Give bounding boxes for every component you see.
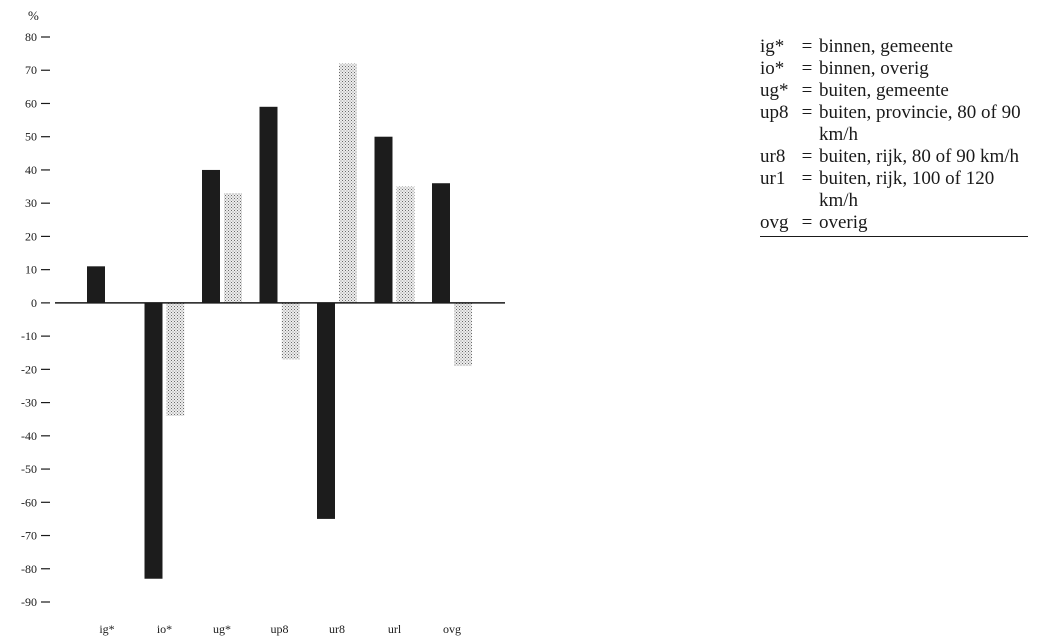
bar-stippled bbox=[454, 302, 472, 367]
y-tick-label: -50 bbox=[21, 462, 37, 476]
legend-equals: = bbox=[801, 146, 813, 167]
legend-code: ur1 bbox=[760, 168, 786, 189]
x-category-label: up8 bbox=[271, 622, 289, 636]
legend-equals: = bbox=[801, 36, 813, 57]
legend-item: ur8 = buiten, rijk, 80 of 90 km/h bbox=[760, 146, 1028, 168]
bar-dark bbox=[374, 136, 393, 303]
x-category-label: url bbox=[388, 622, 402, 636]
y-tick-label: -40 bbox=[21, 429, 37, 443]
legend-description: binnen, overig bbox=[819, 58, 929, 79]
legend-code: up8 bbox=[760, 102, 789, 123]
y-axis-unit-label: % bbox=[28, 8, 39, 23]
legend-code: ur8 bbox=[760, 146, 786, 167]
y-tick-label: 60 bbox=[25, 96, 37, 110]
bar-stippled bbox=[224, 193, 242, 303]
bar-stippled bbox=[166, 302, 185, 416]
y-axis: 80 70 60 50 40 30 20 10 0 -10 -20 -30 -40 -50 -60 -70 -8… bbox=[21, 30, 50, 609]
y-tick-label: -60 bbox=[21, 495, 37, 509]
legend-code: ovg bbox=[760, 212, 789, 233]
y-tick-label: -10 bbox=[21, 329, 37, 343]
legend-description: buiten, rijk, 80 of 90 km/h bbox=[819, 146, 1020, 167]
bar-dark bbox=[317, 302, 335, 519]
legend-item: ur1 = buiten, rijk, 100 of 120 km/h bbox=[760, 168, 1028, 212]
chart-area: % 80 70 60 50 40 30 20 10 0 -10 -20 -30 -40 -50 -60 -70… bbox=[21, 8, 505, 636]
x-axis: ig* io* ug* up8 ur8 url ovg bbox=[55, 302, 505, 636]
legend-item: io* = binnen, overig bbox=[760, 58, 1028, 80]
legend-description: binnen, gemeente bbox=[819, 36, 954, 57]
y-tick-label: -30 bbox=[21, 396, 37, 410]
y-tick-label: 50 bbox=[25, 130, 37, 144]
y-tick-label: 30 bbox=[25, 196, 37, 210]
y-tick-label: 20 bbox=[25, 229, 37, 243]
legend-item: ug* = buiten, gemeente bbox=[760, 80, 1028, 102]
y-tick-label: -80 bbox=[21, 562, 37, 576]
legend-equals: = bbox=[801, 102, 813, 123]
legend-description: buiten, gemeente bbox=[819, 80, 949, 101]
bar-chart: % 80 70 60 50 40 30 20 10 0 -10 -20 -30 -40 -50 -60 -70… bbox=[21, 8, 505, 636]
y-tick-label: -70 bbox=[21, 529, 37, 543]
x-category-label: io* bbox=[157, 622, 172, 636]
bar-dark bbox=[87, 266, 105, 303]
legend-equals: = bbox=[801, 168, 813, 189]
legend-item: up8 = buiten, provincie, 80 of 90 km/h bbox=[760, 102, 1028, 146]
legend-equals: = bbox=[801, 80, 813, 101]
legend-description: buiten, rijk, 100 of 120 km/h bbox=[819, 168, 995, 211]
y-tick-label: 80 bbox=[25, 30, 37, 44]
legend-code: io* bbox=[760, 58, 785, 79]
legend-equals: = bbox=[801, 212, 813, 233]
bar-stippled bbox=[396, 186, 415, 303]
legend-description: buiten, provincie, 80 of 90 km/h bbox=[819, 102, 1021, 145]
x-category-label: ur8 bbox=[329, 622, 345, 636]
y-tick-label: 70 bbox=[25, 63, 37, 77]
y-tick-label: -90 bbox=[21, 595, 37, 609]
legend: ig* = binnen, gemeente io* = binnen, ove… bbox=[760, 36, 1028, 237]
legend-equals: = bbox=[801, 58, 813, 79]
legend-item: ovg = overig bbox=[760, 212, 1028, 234]
y-tick-label: 10 bbox=[25, 263, 37, 277]
x-category-label: ig* bbox=[99, 622, 114, 636]
legend-code: ig* bbox=[760, 36, 785, 57]
y-tick-label: 0 bbox=[31, 296, 37, 310]
bar-stippled bbox=[339, 63, 357, 303]
bar-dark bbox=[432, 183, 450, 303]
bars bbox=[87, 63, 472, 579]
bar-dark bbox=[202, 169, 220, 303]
x-category-label: ovg bbox=[443, 622, 461, 636]
y-tick-label: -20 bbox=[21, 362, 37, 376]
x-category-label: ug* bbox=[213, 622, 231, 636]
bar-stippled bbox=[281, 302, 300, 360]
legend-rule bbox=[760, 236, 1028, 237]
legend-item: ig* = binnen, gemeente bbox=[760, 36, 1028, 58]
bar-dark bbox=[144, 302, 163, 579]
y-tick-label: 40 bbox=[25, 163, 37, 177]
legend-description: overig bbox=[819, 212, 868, 233]
bar-dark bbox=[259, 106, 278, 303]
legend-code: ug* bbox=[760, 80, 789, 101]
